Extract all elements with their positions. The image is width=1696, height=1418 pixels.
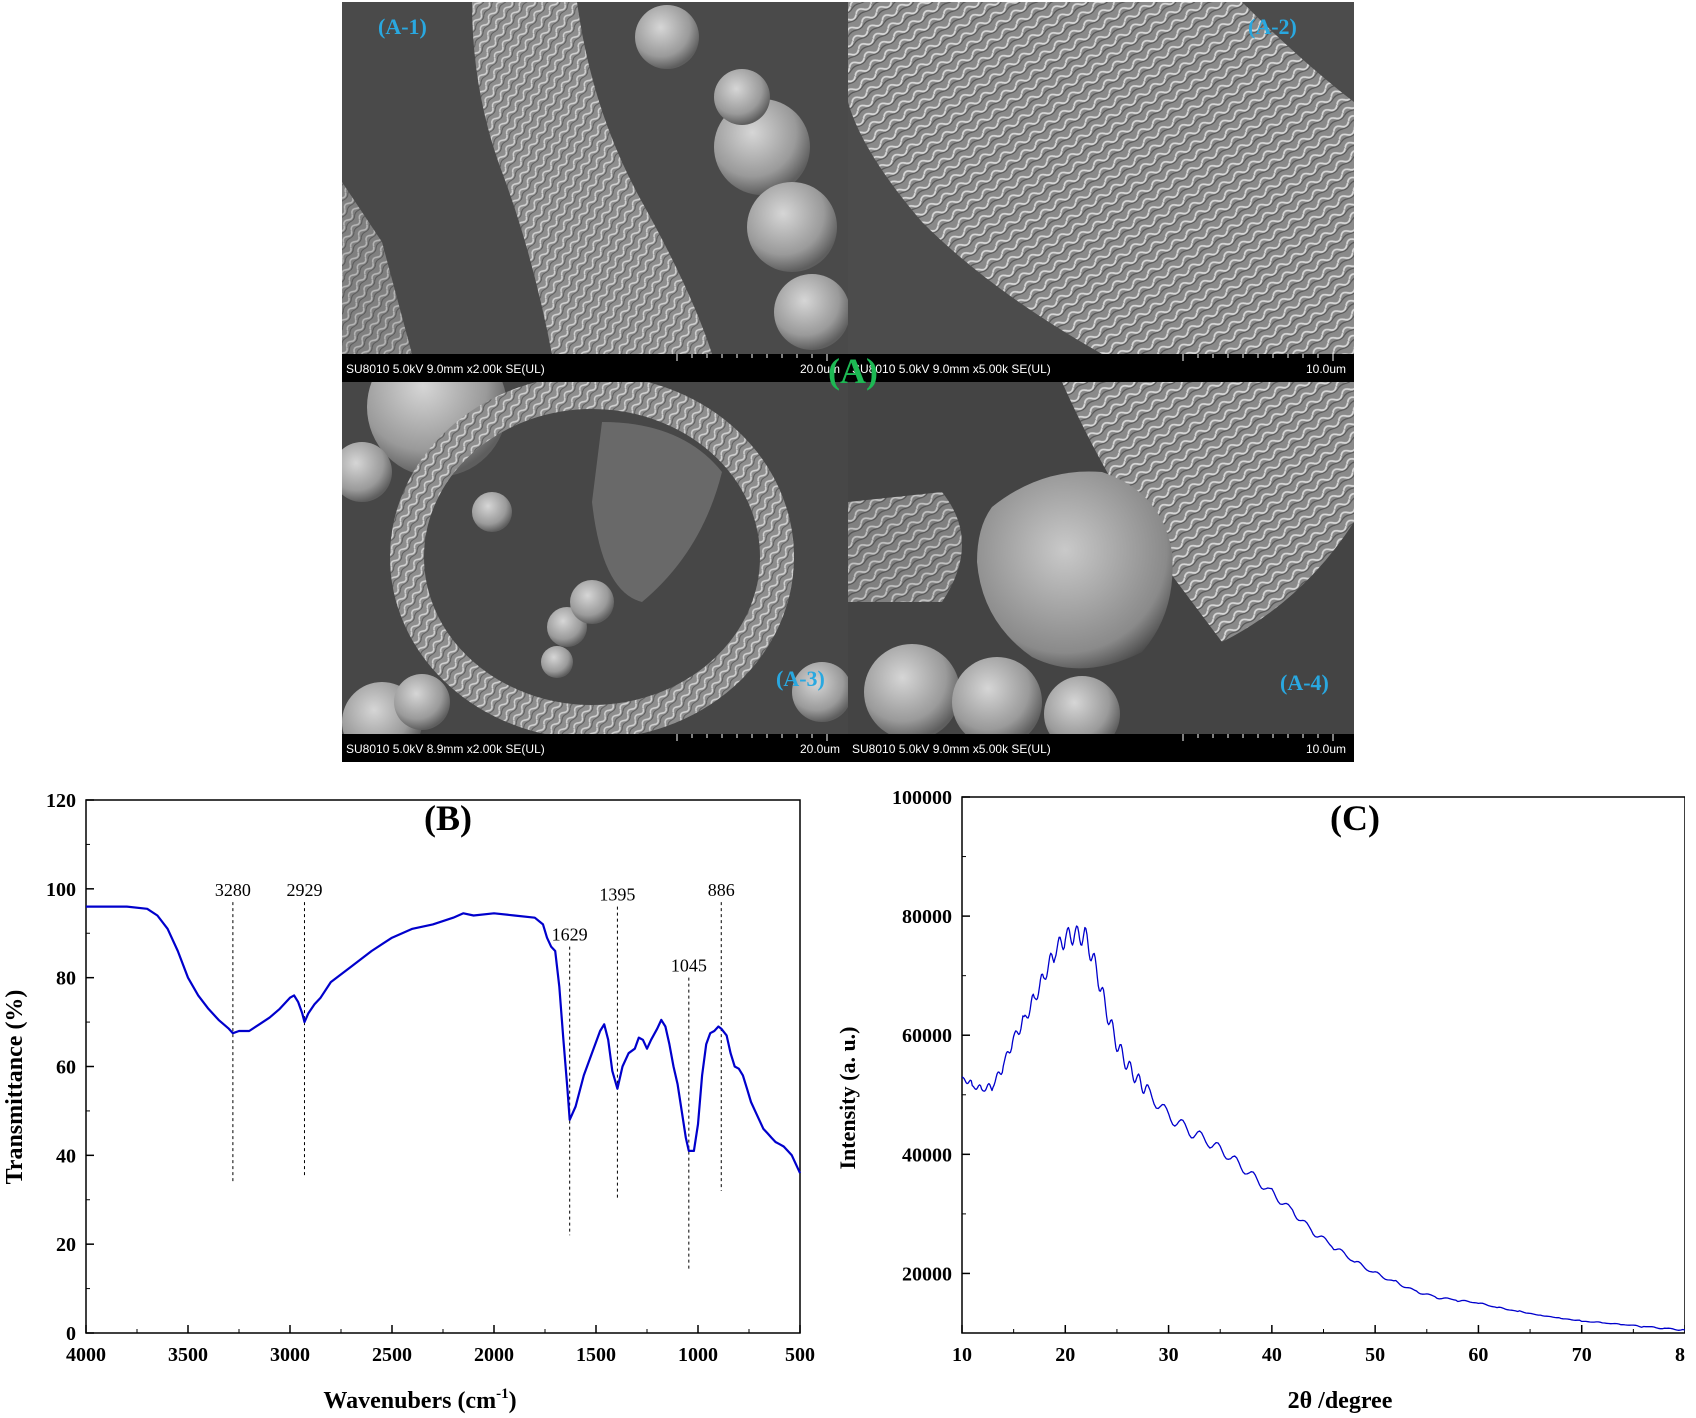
- xrd-x-tick-label: 30: [1159, 1344, 1179, 1366]
- ftir-y-tick-label: 20: [56, 1234, 76, 1256]
- xrd-x-tick-label: 40: [1262, 1344, 1282, 1366]
- ftir-y-tick-label: 80: [56, 968, 76, 990]
- ftir-peak-label: 1395: [599, 885, 635, 905]
- xrd-frame: [961, 796, 1685, 1334]
- ftir-x-tick-label: 500: [785, 1344, 815, 1366]
- xrd-y-tick-label: 60000: [902, 1025, 952, 1047]
- sem-info-bar-a1: SU8010 5.0kV 9.0mm x2.00k SE(UL) 20.0um: [342, 354, 848, 382]
- xrd-chart: 10 20 30 40 50 60 70 80 20000 40000 60000 80000 1000…: [835, 787, 1685, 1414]
- ftir-peak-label: 2929: [286, 880, 322, 900]
- xrd-series-line: [961, 925, 1685, 1331]
- panel-a-label: (A): [828, 351, 878, 391]
- sem-info-a1: SU8010 5.0kV 9.0mm x2.00k SE(UL): [346, 362, 545, 376]
- sem-label-a4: (A-4): [1280, 670, 1329, 695]
- xrd-x-tick-label: 20: [1055, 1344, 1075, 1366]
- ftir-x-tick-label: 4000: [66, 1344, 106, 1366]
- ftir-x-tick-label: 2500: [372, 1344, 412, 1366]
- sem-info-a4: SU8010 5.0kV 9.0mm x5.00k SE(UL): [852, 742, 1051, 756]
- sem-image-grid: SU8010 5.0kV 9.0mm x2.00k SE(UL) 20.0um …: [342, 2, 1354, 762]
- sem-label-a2: (A-2): [1248, 14, 1297, 39]
- sem-info-bar-a3: SU8010 5.0kV 8.9mm x2.00k SE(UL) 20.0um: [342, 734, 848, 762]
- sem-info-a3: SU8010 5.0kV 8.9mm x2.00k SE(UL): [346, 742, 545, 756]
- sem-label-a3: (A-3): [776, 666, 825, 691]
- ftir-xlabel: Wavenubers (cm-1): [323, 1386, 516, 1414]
- xrd-x-tick-label: 50: [1365, 1344, 1385, 1366]
- xrd-x-tick-label: 80: [1675, 1344, 1685, 1366]
- sem-image-a2: [848, 2, 1354, 354]
- ftir-x-tick-label: 1500: [576, 1344, 616, 1366]
- panel-b-label: (B): [424, 798, 472, 838]
- ftir-frame: [85, 799, 801, 1334]
- ftir-chart: 4000 3500 3000 2500 2000 1500 1000 500 0 20 40 60 80…: [2, 790, 815, 1414]
- xrd-y-tick-label: 20000: [902, 1263, 952, 1285]
- xrd-plot: 10 20 30 40 50 60 70 80 20000 40000 60000 80000 1000…: [892, 787, 1685, 1366]
- panel-c-label: (C): [1330, 798, 1380, 838]
- ftir-ylabel: Transmittance (%): [2, 990, 28, 1185]
- sem-scale-ticks: [676, 354, 1334, 741]
- ftir-plot: 4000 3500 3000 2500 2000 1500 1000 500 0 20 40 60 80…: [46, 790, 815, 1366]
- xrd-x-tick-label: 70: [1572, 1344, 1592, 1366]
- sem-info-bar-a2: SU8010 5.0kV 9.0mm x5.00k SE(UL) 10.0um: [848, 354, 1354, 382]
- ftir-x-tick-label: 2000: [474, 1344, 514, 1366]
- sem-scale-a1: 20.0um: [800, 362, 840, 376]
- ftir-y-tick-label: 120: [46, 790, 76, 812]
- ftir-peak-label: 1629: [552, 925, 588, 945]
- xrd-xlabel: 2θ /degree: [1288, 1388, 1393, 1414]
- sem-scale-a4: 10.0um: [1306, 742, 1346, 756]
- ftir-series-line: [86, 905, 801, 1174]
- ftir-y-tick-label: 40: [56, 1145, 76, 1167]
- sem-info-bar-a4: SU8010 5.0kV 9.0mm x5.00k SE(UL) 10.0um: [848, 734, 1354, 762]
- xrd-x-tick-label: 10: [952, 1344, 972, 1366]
- sem-image-a4: [848, 382, 1354, 734]
- sem-scale-a3: 20.0um: [800, 742, 840, 756]
- ftir-x-tick-label: 3500: [168, 1344, 208, 1366]
- xrd-x-tick-label: 60: [1468, 1344, 1488, 1366]
- sem-image-a3: [342, 382, 848, 734]
- sem-label-a1: (A-1): [378, 14, 427, 39]
- xrd-y-tick-label: 100000: [892, 787, 952, 809]
- ftir-y-tick-label: 0: [66, 1323, 76, 1345]
- ftir-y-tick-label: 60: [56, 1057, 76, 1079]
- sem-info-a2: SU8010 5.0kV 9.0mm x5.00k SE(UL): [852, 362, 1051, 376]
- sem-image-a1: [342, 2, 848, 354]
- xrd-ylabel: Intensity (a. u.): [835, 1026, 860, 1169]
- ftir-peak-label: 1045: [671, 956, 707, 976]
- ftir-peak-label: 886: [708, 880, 735, 900]
- xrd-y-tick-label: 40000: [902, 1144, 952, 1166]
- xrd-y-tick-label: 80000: [902, 906, 952, 928]
- ftir-x-tick-label: 3000: [270, 1344, 310, 1366]
- ftir-y-tick-label: 100: [46, 879, 76, 901]
- sem-scale-a2: 10.0um: [1306, 362, 1346, 376]
- ftir-x-tick-label: 1000: [678, 1344, 718, 1366]
- ftir-peak-label: 3280: [215, 880, 251, 900]
